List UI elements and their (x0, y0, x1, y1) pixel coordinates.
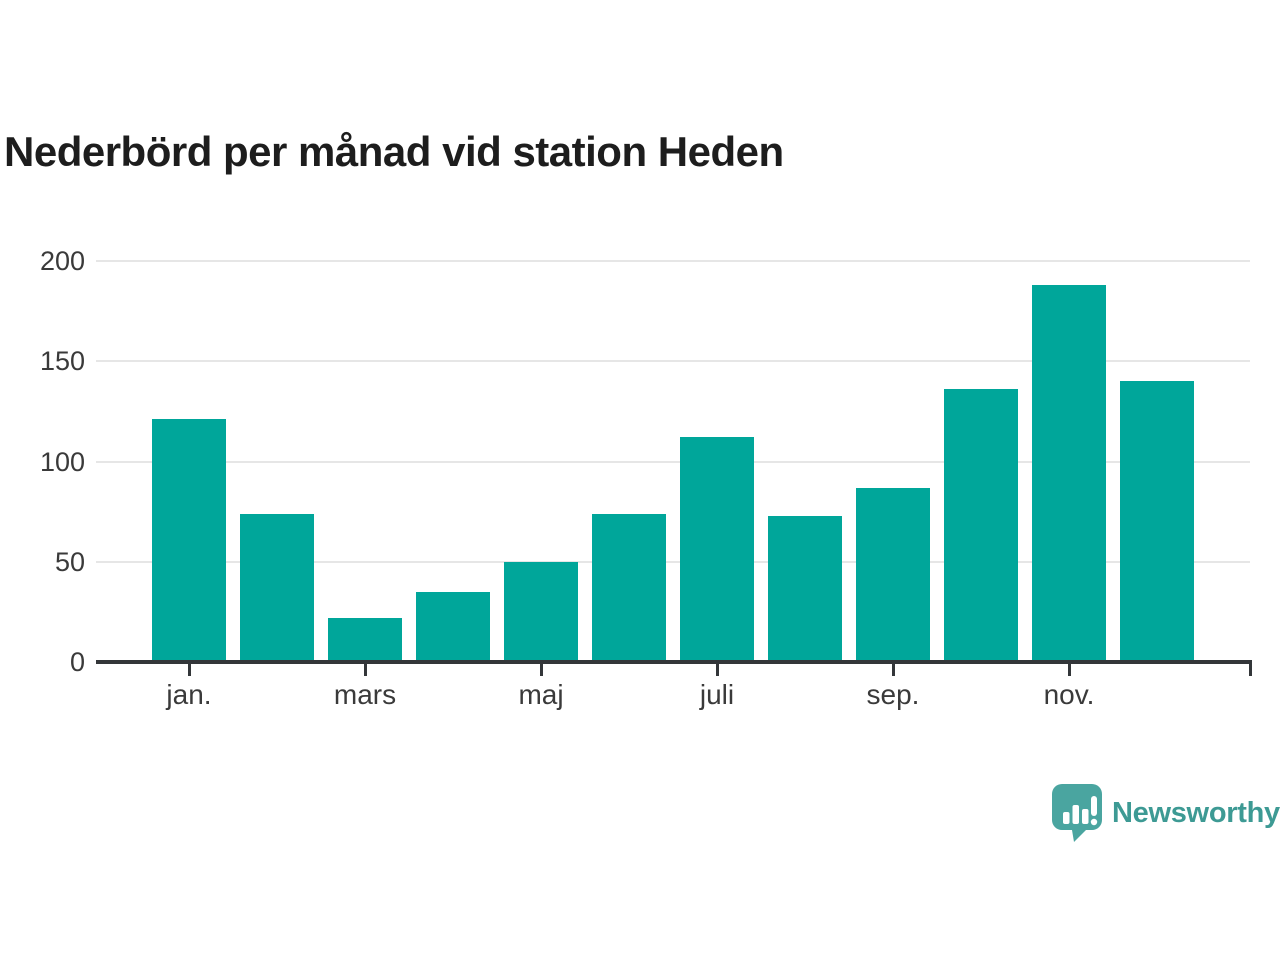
gridline-50 (96, 560, 1250, 563)
x-axis-tick-jan (187, 664, 191, 676)
bar-juni (592, 514, 666, 662)
plot-area (96, 260, 1250, 662)
bar-maj (504, 562, 578, 662)
x-axis-line (96, 660, 1252, 664)
y-axis-label-0: 0 (69, 647, 85, 677)
logo-wordmark: Newsworthy (1112, 797, 1280, 829)
newsworthy-logo: Newsworthy (1052, 784, 1280, 842)
gridline-150 (96, 360, 1250, 363)
bar-okt (944, 389, 1018, 662)
x-axis-label-maj: maj (518, 679, 564, 710)
x-axis-tick-nov (1067, 664, 1071, 676)
gridline-100 (96, 460, 1250, 463)
x-axis-label-jan: jan. (166, 679, 212, 710)
bar-juli (680, 437, 754, 662)
x-axis-label-nov: nov. (1043, 679, 1095, 710)
chart-title: Nederbörd per månad vid station Heden (4, 128, 784, 175)
x-axis-tick-mars (363, 664, 367, 676)
bar-feb (240, 514, 314, 662)
bar-chart-bubble-icon (1052, 784, 1102, 842)
y-axis-label-150: 150 (39, 346, 85, 377)
bar-apr (416, 592, 490, 662)
bar-sep (856, 488, 930, 662)
bar-nov (1032, 285, 1106, 662)
x-axis-label-sep: sep. (866, 679, 920, 710)
x-axis-tick-sep (891, 664, 895, 676)
bar-aug (768, 516, 842, 662)
bar-mars (328, 618, 402, 662)
y-axis-label-200: 200 (39, 246, 85, 276)
x-axis-label-juli: juli (699, 679, 735, 710)
y-axis-label-100: 100 (39, 446, 85, 477)
bars-layer (96, 261, 1250, 662)
y-axis-label-50: 50 (54, 546, 85, 577)
bar-jan (152, 419, 226, 662)
bar-dec (1120, 381, 1194, 662)
x-axis-end-tick (1249, 664, 1252, 676)
x-axis-label-mars: mars (333, 679, 397, 710)
x-axis-tick-juli (715, 664, 719, 676)
gridline-200 (96, 260, 1250, 262)
x-axis-tick-maj (539, 664, 543, 676)
